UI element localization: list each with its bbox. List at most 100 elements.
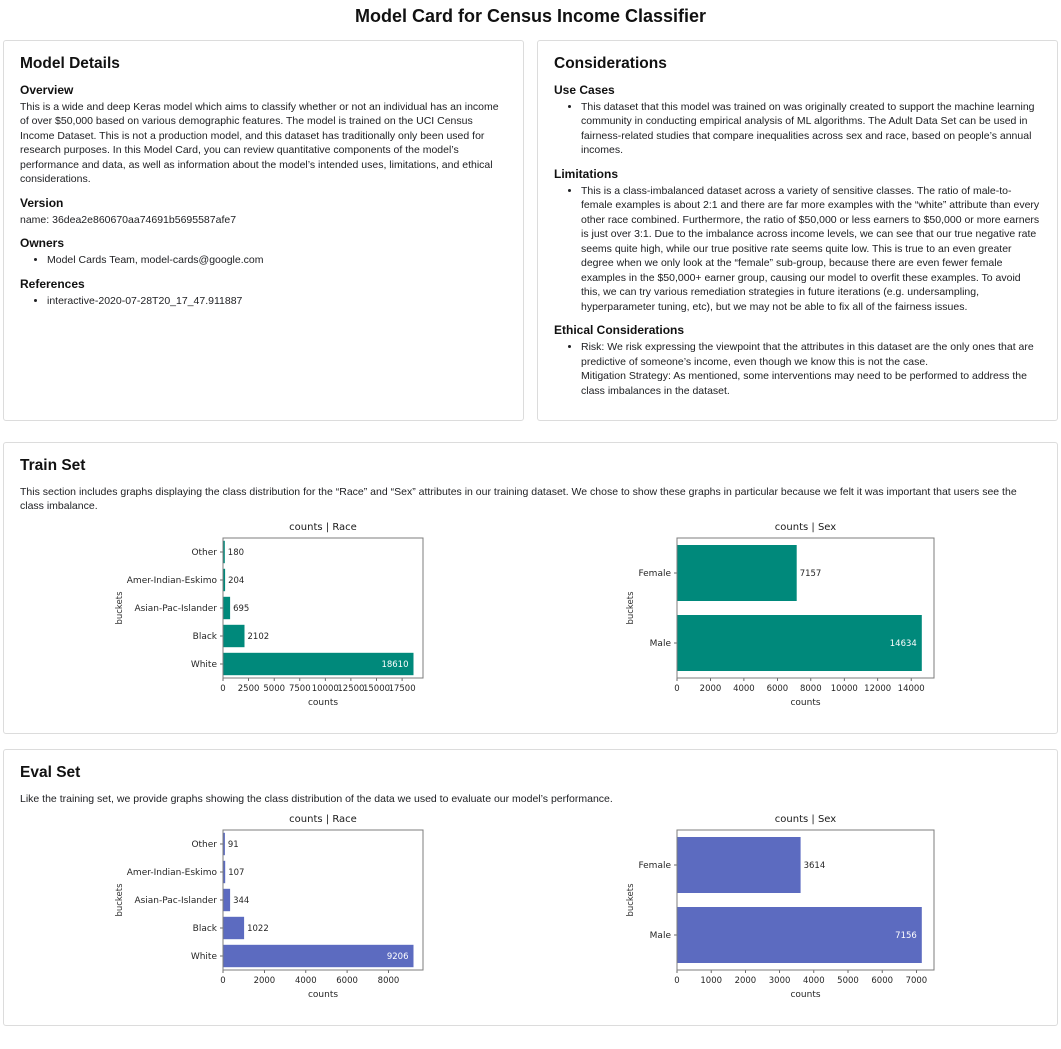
bar-value-label: 1022	[247, 924, 269, 934]
version-text: name: 36dea2e860670aa74691b5695587afe7	[20, 213, 237, 226]
train-set-description: This section includes graphs displaying …	[20, 486, 1017, 513]
category-label: Other	[192, 840, 218, 850]
bar-amer-indian-eskimo	[223, 860, 226, 883]
x-tick-label: 2000	[699, 684, 721, 694]
bar-female	[676, 836, 801, 893]
train-sex-chart-svg: counts | Sex buckets Female 7157 Male 14634 0 2…	[626, 522, 935, 708]
x-tick-label: 2000	[254, 976, 276, 986]
x-tick-label: 15000	[363, 684, 390, 694]
train-race-chart-svg: counts | Race buckets Other 180 Amer-Indian-…	[115, 522, 424, 708]
limitations-heading: Limitations	[554, 166, 619, 181]
bar-value-label: 7156	[895, 931, 917, 941]
bar-black	[223, 624, 245, 647]
x-tick-label: 4000	[803, 976, 825, 986]
bar-male	[676, 906, 922, 963]
chart-ylabel: buckets	[115, 883, 125, 917]
plot-border	[222, 537, 424, 679]
eval-sex-chart: counts | Sex buckets Female 3614 Male 7156 0 10…	[624, 810, 948, 1011]
category-label: White	[191, 660, 218, 670]
chart-xlabel: counts	[308, 990, 338, 1000]
x-tick-label: 10000	[831, 684, 858, 694]
bar-other	[223, 832, 226, 855]
x-tick-label: 5000	[837, 976, 859, 986]
eval-set-card: Eval Set Like the training set, we provi…	[3, 748, 1058, 1026]
chart-ylabel: buckets	[115, 590, 125, 624]
references-heading: References	[20, 276, 85, 291]
model-details-card: Model Details Overview This is a wide an…	[3, 40, 524, 422]
chart-title: counts | Race	[289, 814, 357, 825]
bar-value-label: 91	[228, 840, 239, 850]
version-heading: Version	[20, 195, 64, 210]
references-list: interactive-2020-07-28T20_17_47.911887	[20, 294, 507, 308]
bar-value-label: 344	[233, 896, 249, 906]
bar-asian-pac-islander	[223, 888, 231, 911]
considerations-card: Considerations Use Cases This dataset th…	[537, 40, 1058, 422]
overview-text: This is a wide and deep Keras model whic…	[20, 101, 499, 186]
category-label: Other	[192, 548, 218, 558]
use-cases-heading: Use Cases	[554, 83, 615, 97]
eval-sex-chart-svg: counts | Sex buckets Female 3614 Male 7156 0 10…	[626, 814, 935, 1000]
use-case-item: This dataset that this model was trained…	[581, 100, 1041, 158]
bar-other	[223, 540, 226, 563]
x-tick-label: 4000	[733, 684, 755, 694]
train-race-chart: counts | Race buckets Other 180 Amer-Indian-…	[113, 518, 437, 719]
ethical-considerations-list: Risk: We risk expressing the viewpoint t…	[554, 340, 1041, 398]
eval-set-description: Like the training set, we provide graphs…	[20, 792, 613, 805]
reference-item: interactive-2020-07-28T20_17_47.911887	[47, 294, 507, 308]
eval-charts-row: counts | Race buckets Other 91 Amer-Indian-E…	[20, 810, 1041, 1011]
category-label: Male	[649, 931, 671, 941]
category-label: Asian-Pac-Islander	[135, 896, 218, 906]
x-tick-label: 6000	[766, 684, 788, 694]
model-details-title: Model Details	[20, 55, 120, 72]
chart-title: counts | Sex	[775, 814, 836, 825]
x-tick-label: 7000	[905, 976, 927, 986]
chart-xlabel: counts	[790, 990, 820, 1000]
x-tick-label: 2500	[238, 684, 260, 694]
x-tick-label: 12000	[864, 684, 891, 694]
x-tick-label: 0	[674, 976, 679, 986]
x-tick-label: 14000	[897, 684, 924, 694]
bar-white	[223, 944, 414, 967]
bar-female	[676, 544, 797, 601]
category-label: Female	[638, 569, 671, 579]
ethical-considerations-heading: Ethical Considerations	[554, 323, 685, 338]
category-label: Amer-Indian-Eskimo	[127, 868, 218, 878]
x-tick-label: 0	[221, 976, 226, 986]
bar-value-label: 204	[228, 576, 244, 586]
category-label: White	[191, 952, 218, 962]
plot-border	[676, 537, 935, 679]
chart-xlabel: counts	[790, 698, 820, 708]
bar-value-label: 2102	[248, 632, 270, 642]
x-tick-label: 12500	[338, 684, 365, 694]
category-label: Black	[193, 924, 218, 934]
chart-title: counts | Race	[289, 522, 357, 533]
train-set-card: Train Set This section includes graphs d…	[3, 442, 1058, 734]
chart-ylabel: buckets	[626, 590, 636, 624]
bar-white	[223, 652, 414, 675]
chart-ylabel: buckets	[626, 883, 636, 917]
train-set-title: Train Set	[20, 457, 86, 475]
owners-heading: Owners	[20, 236, 65, 251]
owner-item: Model Cards Team, model-cards@google.com	[47, 253, 507, 267]
bar-value-label: 7157	[799, 569, 821, 579]
x-tick-label: 8000	[800, 684, 822, 694]
x-tick-label: 6000	[871, 976, 893, 986]
x-tick-label: 8000	[378, 976, 400, 986]
eval-race-chart: counts | Race buckets Other 91 Amer-Indian-E…	[113, 810, 437, 1011]
x-tick-label: 6000	[337, 976, 359, 986]
category-label: Female	[638, 861, 671, 871]
category-label: Asian-Pac-Islander	[135, 604, 218, 614]
train-sex-chart: counts | Sex buckets Female 7157 Male 14634 0 2…	[624, 518, 948, 719]
x-tick-label: 5000	[264, 684, 286, 694]
bar-male	[676, 614, 922, 671]
x-tick-label: 2000	[734, 976, 756, 986]
x-tick-label: 7500	[289, 684, 311, 694]
category-label: Male	[649, 639, 671, 649]
overview-heading: Overview	[20, 83, 74, 97]
limitation-item: This is a class-imbalanced dataset acros…	[581, 184, 1041, 314]
use-cases-list: This dataset that this model was trained…	[554, 100, 1041, 158]
bar-value-label: 180	[228, 548, 244, 558]
category-label: Black	[193, 632, 218, 642]
bar-black	[223, 916, 245, 939]
x-tick-label: 3000	[769, 976, 791, 986]
